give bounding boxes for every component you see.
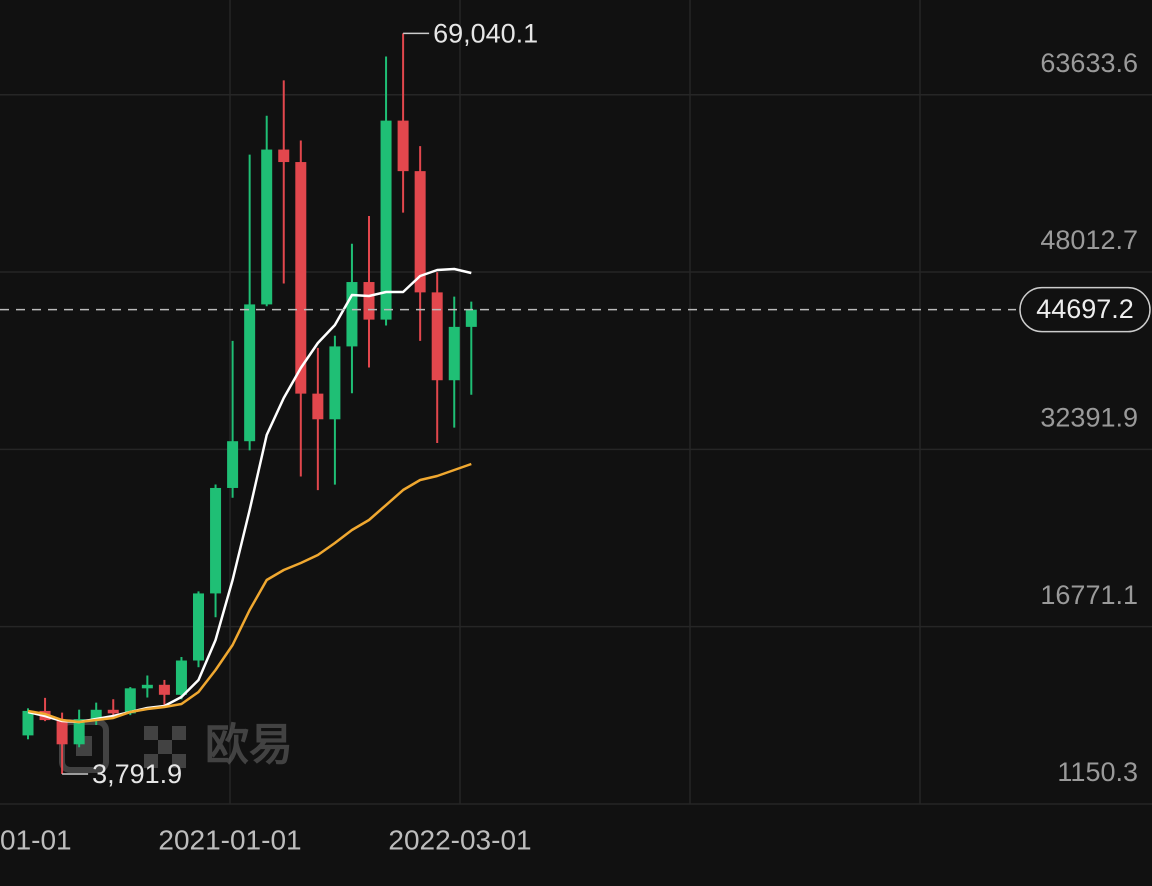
candle-body xyxy=(124,688,136,714)
low-label: 3,791.9 xyxy=(92,759,182,789)
candle-body xyxy=(312,393,324,420)
x-tick-label: 2020-01-01 xyxy=(0,824,72,855)
candle-body xyxy=(107,709,119,714)
candle-body xyxy=(56,720,68,745)
candle-body xyxy=(210,487,222,594)
x-tick-label: 2022-03-01 xyxy=(388,824,531,855)
watermark: 欧易 xyxy=(59,719,293,773)
y-tick-label: 63633.6 xyxy=(1040,48,1138,78)
candle-body xyxy=(278,149,290,163)
x-tick-label: 2021-01-01 xyxy=(158,824,301,855)
candle-body xyxy=(244,304,256,442)
candle-body xyxy=(90,709,102,720)
watermark-logo-x xyxy=(144,726,186,768)
candle-body xyxy=(141,684,153,689)
candle-body xyxy=(175,660,187,695)
y-tick-label: 48012.7 xyxy=(1040,225,1138,255)
last-price-badge xyxy=(1019,286,1151,333)
candle-body xyxy=(414,171,426,293)
ma-line xyxy=(27,462,472,724)
candle-body xyxy=(227,441,239,488)
candle-body xyxy=(73,719,85,745)
candle-body xyxy=(380,120,392,320)
candle-body xyxy=(329,346,341,420)
candle-body xyxy=(261,149,273,305)
vertical-grid xyxy=(229,0,921,804)
watermark-text: 欧易 xyxy=(205,721,293,770)
candle-body xyxy=(397,120,409,172)
y-tick-label: 1150.3 xyxy=(1057,757,1138,787)
candle-body xyxy=(465,309,477,327)
candle-body xyxy=(193,593,204,661)
candle-body xyxy=(22,710,34,736)
candle-body xyxy=(158,684,170,695)
candle-body xyxy=(431,292,443,381)
y-tick-label: 16771.1 xyxy=(1040,580,1138,610)
high-label: 69,040.1 xyxy=(433,18,538,48)
candle-body xyxy=(346,282,358,347)
candle-body xyxy=(448,326,460,381)
last-price-label: 44697.2 xyxy=(1036,294,1134,324)
y-tick-label: 32391.9 xyxy=(1040,402,1138,432)
ma-line xyxy=(27,267,472,724)
candle-body xyxy=(295,162,307,394)
candle-body xyxy=(363,282,375,320)
